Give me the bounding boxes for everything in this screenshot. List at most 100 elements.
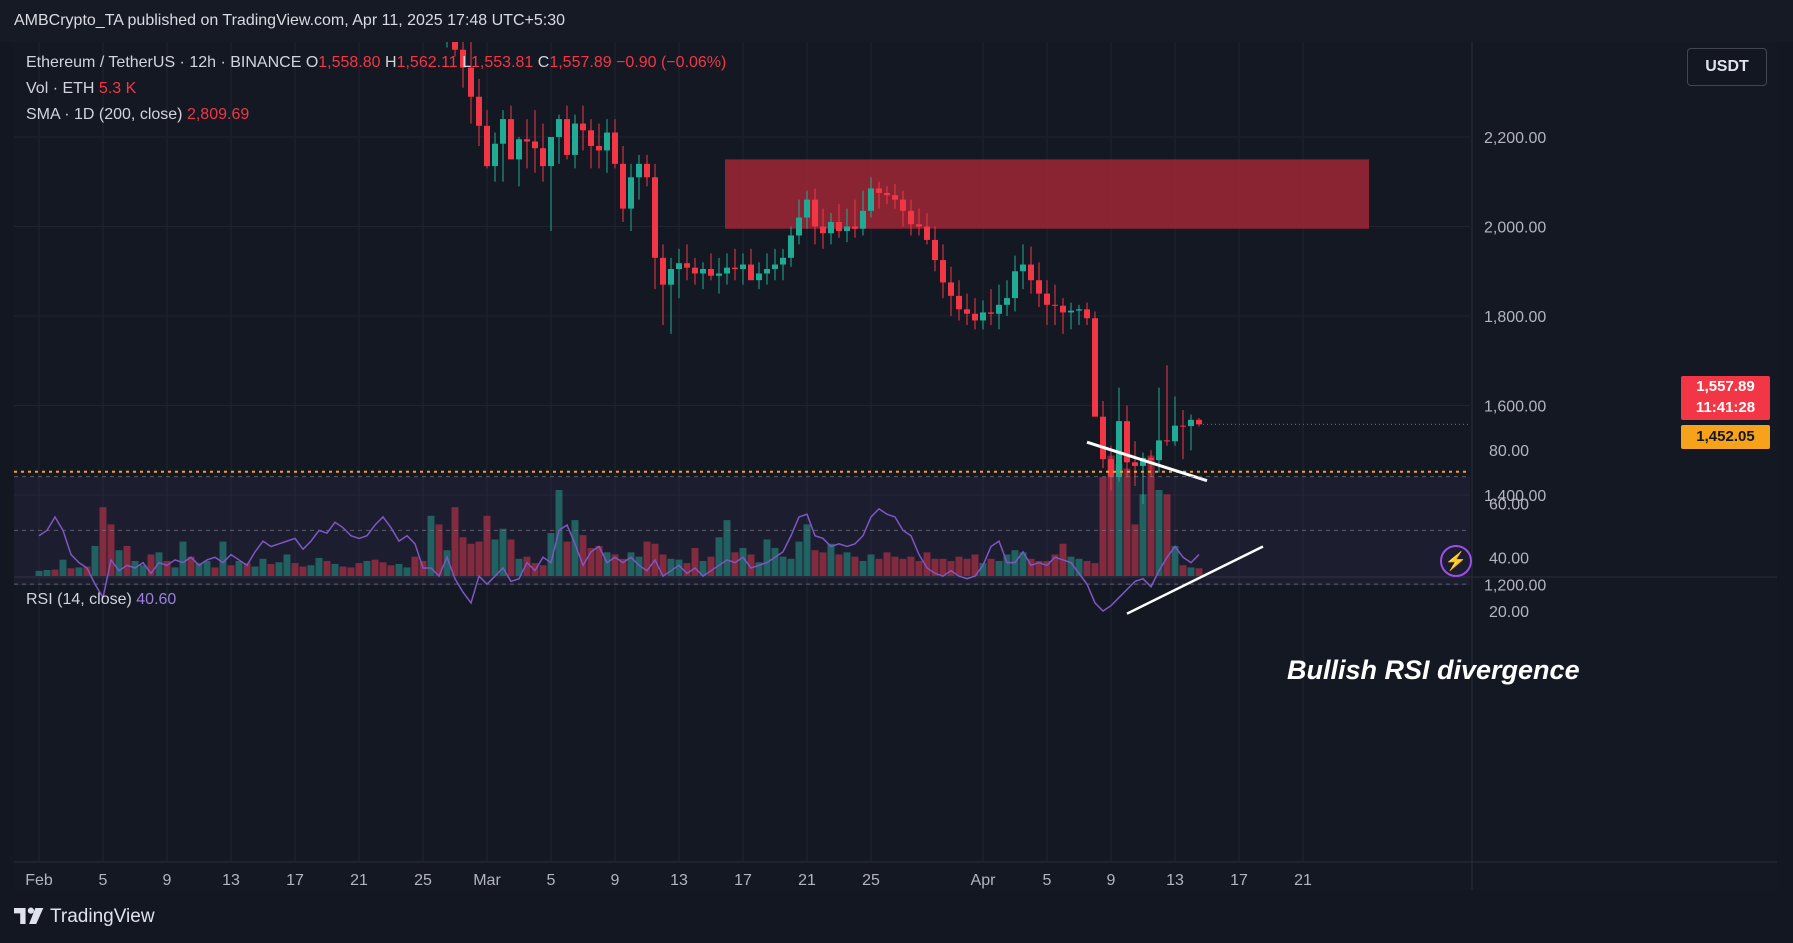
candle-body — [476, 96, 482, 126]
candle-body — [1044, 293, 1050, 305]
volume-bar — [1131, 524, 1139, 576]
volume-bar — [275, 562, 283, 576]
volume-bar — [59, 559, 67, 576]
volume-bar — [867, 554, 875, 576]
time-tick-label: 13 — [222, 872, 240, 889]
candle-body — [1036, 280, 1042, 294]
volume-bar — [1155, 490, 1163, 576]
candle-body — [548, 137, 554, 167]
volume-bar — [339, 566, 347, 576]
volume-bar — [843, 552, 851, 576]
candle-body — [580, 123, 586, 131]
time-tick-label: 13 — [670, 872, 688, 889]
volume-bar — [539, 565, 547, 576]
volume-label[interactable]: Vol · ETH — [26, 80, 95, 97]
currency-button[interactable]: USDT — [1687, 48, 1767, 86]
chart-canvas[interactable]: 2,200.00 2,000.00 1,800.00 1,600.00 1,400.00… — [14, 42, 1777, 890]
volume-bar — [243, 563, 251, 576]
volume-bar — [619, 558, 627, 576]
volume-bar — [227, 565, 235, 576]
volume-bar — [35, 570, 43, 576]
time-tick-label: 17 — [1230, 872, 1248, 889]
rsi-label[interactable]: RSI (14, close) — [26, 591, 132, 608]
lightning-icon[interactable]: ⚡ — [1440, 545, 1472, 577]
volume-bar — [251, 566, 259, 576]
volume-bar — [507, 539, 515, 576]
top-bar: AMBCrypto_TA published on TradingView.co… — [0, 0, 1793, 42]
change-value: −0.90 (−0.06%) — [616, 54, 727, 71]
divergence-annotation: Bullish RSI divergence — [1287, 655, 1580, 685]
candle-body — [604, 132, 610, 151]
volume-bar — [955, 556, 963, 576]
volume-bar — [923, 552, 931, 576]
candle-body — [772, 264, 778, 270]
candle-body — [820, 226, 826, 234]
candle-body — [484, 125, 490, 167]
candle-body — [532, 141, 538, 149]
time-tick-label: 9 — [611, 872, 620, 889]
candle-body — [884, 192, 890, 196]
candle-body — [1148, 457, 1154, 461]
volume-bar — [1019, 552, 1027, 576]
time-tick-label: Mar — [473, 872, 501, 889]
volume-bar — [979, 563, 987, 576]
volume-bar — [1091, 563, 1099, 576]
volume-bar — [987, 558, 995, 576]
volume-bar — [1171, 545, 1179, 576]
volume-bar — [899, 558, 907, 576]
volume-bar — [427, 515, 435, 576]
volume-bar — [139, 565, 147, 576]
volume-bar — [811, 550, 819, 576]
candle-body — [748, 264, 754, 281]
candle-body — [596, 145, 602, 151]
candle-body — [1004, 298, 1010, 305]
volume-bar — [739, 548, 747, 576]
volume-bar — [299, 566, 307, 576]
volume-bar — [459, 537, 467, 576]
time-tick-label: 9 — [163, 872, 172, 889]
price-tick-label: 1,400.00 — [1484, 488, 1546, 505]
candle-body — [740, 264, 746, 270]
volume-bar — [483, 515, 491, 576]
sma-label[interactable]: SMA · 1D (200, close) — [26, 106, 183, 123]
time-tick-label: 21 — [798, 872, 816, 889]
volume-bar — [611, 554, 619, 576]
time-tick-label: Feb — [25, 872, 53, 889]
volume-bar — [1123, 468, 1131, 576]
candle-body — [956, 295, 962, 310]
volume-bar — [67, 568, 75, 576]
volume-bar — [595, 545, 603, 576]
volume-bar — [355, 563, 363, 576]
price-tick-label: 1,600.00 — [1484, 399, 1546, 416]
open-label: O — [305, 54, 319, 71]
rsi-value: 40.60 — [136, 591, 177, 608]
chart-panel[interactable]: 2,200.00 2,000.00 1,800.00 1,600.00 1,400.00… — [14, 42, 1777, 890]
candle-body — [1020, 264, 1026, 272]
volume-bar — [171, 567, 179, 576]
price-trendline — [1086, 440, 1208, 483]
candle-body — [764, 269, 770, 274]
candles-group — [446, 42, 1202, 504]
time-tick-label: 9 — [1107, 872, 1116, 889]
volume-bar — [403, 567, 411, 576]
candle-body — [1100, 416, 1106, 460]
candle-body — [948, 282, 954, 296]
time-tick-label: 25 — [414, 872, 432, 889]
volume-bar — [787, 558, 795, 576]
volume-bar — [995, 560, 1003, 576]
volume-bar — [659, 554, 667, 576]
candle-body — [932, 239, 938, 261]
tradingview-logo-icon — [14, 907, 44, 924]
volume-bar — [387, 565, 395, 576]
candle-body — [908, 210, 914, 225]
volume-bar — [795, 541, 803, 576]
symbol-title[interactable]: Ethereum / TetherUS · 12h · BINANCE — [26, 54, 302, 71]
candle-body — [1156, 440, 1162, 461]
volume-bar — [443, 550, 451, 576]
volume-bar — [411, 556, 419, 576]
symbol-legend: Ethereum / TetherUS · 12h · BINANCE O1,5… — [26, 54, 726, 72]
volume-bar — [347, 567, 355, 576]
volume-bar — [763, 539, 771, 576]
time-tick-label: 17 — [286, 872, 304, 889]
volume-bar — [747, 554, 755, 576]
